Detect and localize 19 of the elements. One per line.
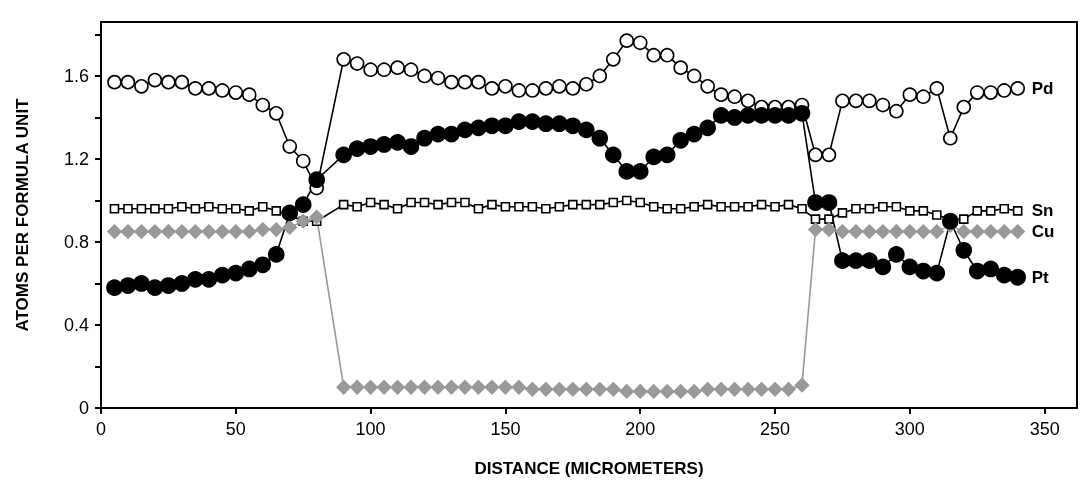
x-tick-label: 100 [355,419,386,439]
y-tick-label: 1.6 [63,65,89,86]
x-tick-label: 0 [95,419,107,439]
x-axis-title: DISTANCE (MICROMETERS) [474,459,704,478]
y-tick-label: 1.2 [63,148,89,169]
x-tick-label: 250 [760,419,791,439]
x-tick-label: 200 [625,419,656,439]
y-tick-label: 0.8 [63,231,89,252]
x-tick-label: 50 [225,419,246,439]
y-tick-label: 0 [78,398,89,418]
series-label: Pd [1031,78,1054,98]
series-label: Cu [1031,222,1055,242]
y-axis-title: ATOMS PER FORMULA UNIT [13,97,32,332]
x-tick-label: 350 [1029,419,1060,439]
series-label: Sn [1031,201,1054,221]
x-tick-label: 300 [894,419,925,439]
series-label: Pt [1031,267,1050,287]
y-tick-label: 0.4 [63,314,89,335]
x-tick-label: 150 [490,419,521,439]
